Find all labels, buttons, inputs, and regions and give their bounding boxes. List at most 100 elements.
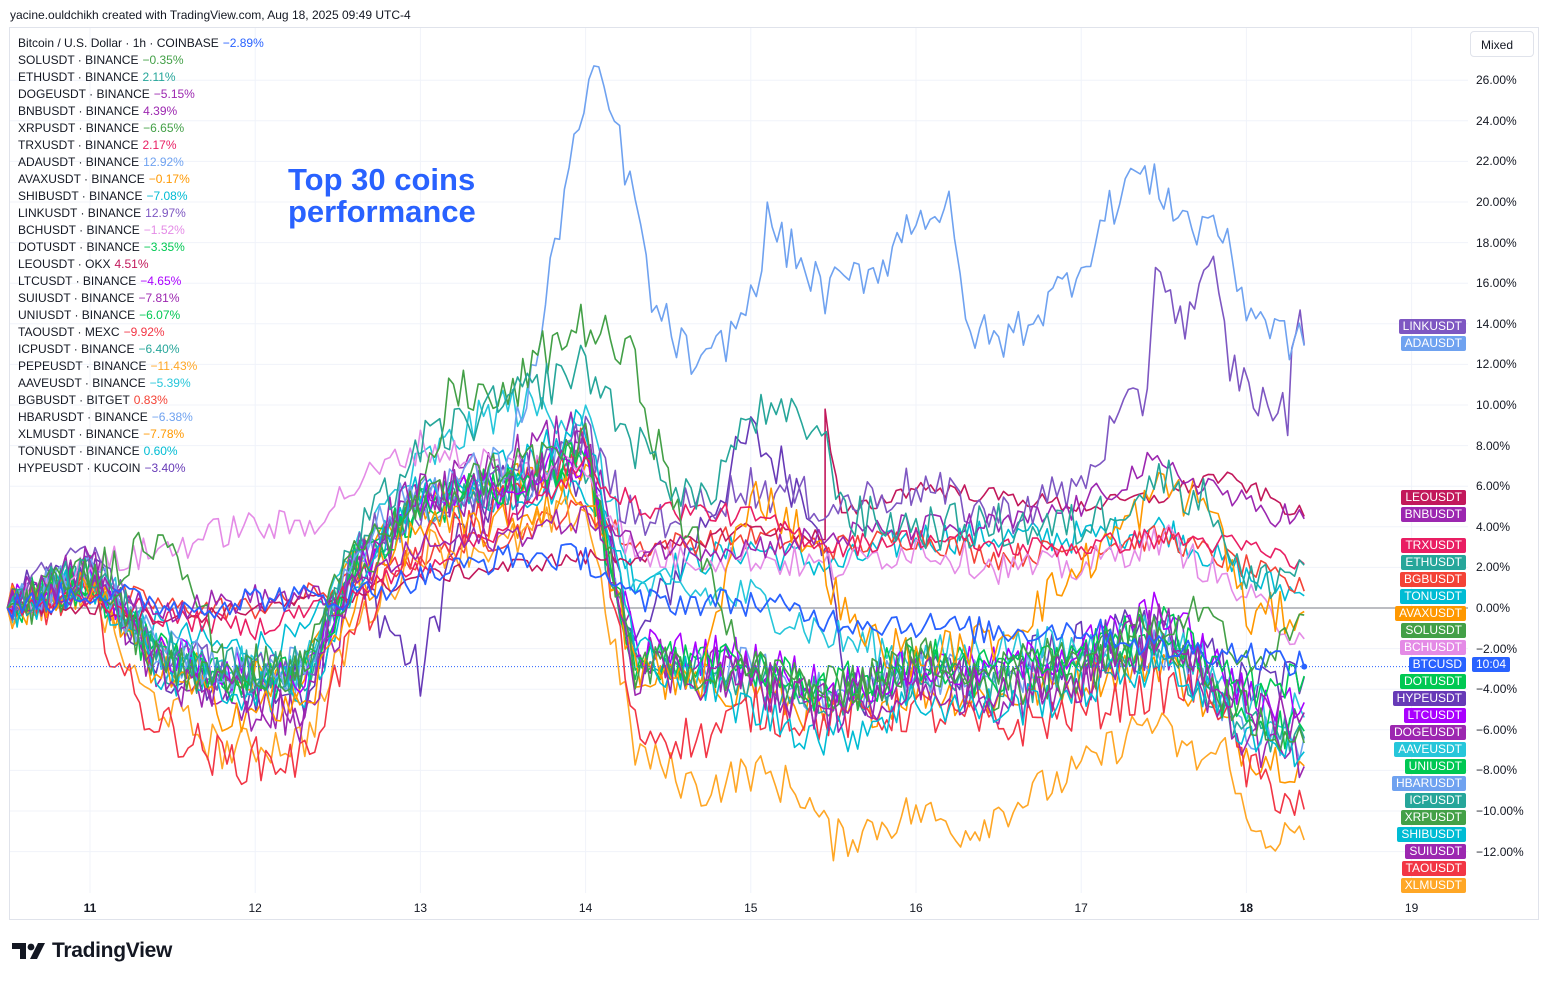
price-tag-aaveusdt: AAVEUSDT [1394,742,1466,757]
price-tag-taousdt: TAOUSDT [1401,861,1466,876]
legend-change: −7.81% [138,291,180,305]
legend-item[interactable]: SOLUSDT · BINANCE −0.35% [18,52,264,69]
legend-item[interactable]: ICPUSDT · BINANCE −6.40% [18,341,264,358]
y-tick-label: 6.00% [1476,479,1511,494]
legend-change: −6.38% [151,410,193,424]
legend-symbol: DOGEUSDT · BINANCE [18,87,150,101]
price-tag-btcusd: BTCUSD [1408,657,1466,672]
legend-item[interactable]: TAOUSDT · MEXC −9.92% [18,324,264,341]
tradingview-logo[interactable]: TradingView [12,938,172,964]
legend-item[interactable]: PEPEUSDT · BINANCE −11.43% [18,358,264,375]
legend-change: −3.35% [143,240,185,254]
legend-symbol: PEPEUSDT · BINANCE [18,359,147,373]
legend-item[interactable]: BGBUSDT · BITGET 0.83% [18,392,264,409]
legend-item[interactable]: BCHUSDT · BINANCE −1.52% [18,222,264,239]
legend-change: −6.07% [139,308,181,322]
annotation-line-1: Top 30 coins [288,162,476,197]
legend-change: −11.43% [150,359,198,373]
legend-change: −9.92% [123,325,165,339]
legend-symbol: LTCUSDT · BINANCE [18,274,137,288]
price-tag-ltcusdt: LTCUSDT [1403,708,1466,723]
legend-item[interactable]: SHIBUSDT · BINANCE −7.08% [18,188,264,205]
price-tag-uniusdt: UNIUSDT [1404,759,1466,774]
legend-item[interactable]: DOTUSDT · BINANCE −3.35% [18,239,264,256]
price-tag-bchusdt: BCHUSDT [1399,640,1466,655]
x-tick-label: 17 [1074,901,1088,915]
series-line-trxusdt [6,455,1305,641]
series-line-ethusdt [6,344,1305,694]
legend-item[interactable]: AAVEUSDT · BINANCE −5.39% [18,375,264,392]
legend-change: 2.11% [142,70,176,84]
x-tick-label: 14 [578,901,593,915]
price-tag-hypeusdt: HYPEUSDT [1392,691,1466,706]
y-tick-label: 16.00% [1476,276,1517,291]
annotation-line-2: performance [288,194,476,229]
legend-symbol: AVAXUSDT · BINANCE [18,172,145,186]
series-line-aaveusdt [6,386,1305,729]
x-tick-label: 13 [413,901,428,915]
legend-symbol: XRPUSDT · BINANCE [18,121,140,135]
legend-item[interactable]: HYPEUSDT · KUCOIN −3.40% [18,460,264,477]
price-tag-tonusdt: TONUSDT [1400,589,1466,604]
y-tick-label: −6.00% [1476,722,1518,737]
legend-item[interactable]: Bitcoin / U.S. Dollar · 1h · COINBASE −2.… [18,35,264,52]
legend-item[interactable]: BNBUSDT · BINANCE 4.39% [18,103,264,120]
y-tick-label: −2.00% [1476,641,1518,656]
legend-item[interactable]: LINKUSDT · BINANCE 12.97% [18,205,264,222]
legend-change: 4.39% [143,104,178,118]
legend-item[interactable]: LTCUSDT · BINANCE −4.65% [18,273,264,290]
series-line-bnbusdt [6,451,1305,623]
legend-item[interactable]: XRPUSDT · BINANCE −6.65% [18,120,264,137]
legend-item[interactable]: ADAUSDT · BINANCE 12.92% [18,154,264,171]
y-tick-label: 4.00% [1476,519,1511,534]
legend-item[interactable]: SUIUSDT · BINANCE −7.81% [18,290,264,307]
legend-symbol: XLMUSDT · BINANCE [18,427,140,441]
legend-change: −0.35% [142,53,184,67]
chart-frame[interactable] [9,27,1539,920]
legend-item[interactable]: XLMUSDT · BINANCE −7.78% [18,426,264,443]
legend-item[interactable]: UNIUSDT · BINANCE −6.07% [18,307,264,324]
legend-item[interactable]: TONUSDT · BINANCE 0.60% [18,443,264,460]
y-tick-label: 12.00% [1476,357,1517,372]
legend-symbol: SUIUSDT · BINANCE [18,291,135,305]
x-tick-label: 19 [1404,901,1419,915]
legend-symbol: BCHUSDT · BINANCE [18,223,140,237]
legend-symbol: ETHUSDT · BINANCE [18,70,139,84]
x-tick-label: 15 [744,901,758,915]
legend-symbol: AAVEUSDT · BINANCE [18,376,146,390]
price-tag-avaxusdt: AVAXUSDT [1395,606,1466,621]
series-line-linkusdt [6,255,1305,691]
legend-symbol: TRXUSDT · BINANCE [18,138,139,152]
price-tag-trxusdt: TRXUSDT [1401,538,1466,553]
series-line-dogeusdt [6,430,1305,739]
legend-symbol: DOTUSDT · BINANCE [18,240,140,254]
legend-symbol: BNBUSDT · BINANCE [18,104,140,118]
brand-name: TradingView [52,939,173,962]
legend-item[interactable]: DOGEUSDT · BINANCE −5.15% [18,86,264,103]
legend-symbol: TONUSDT · BINANCE [18,444,140,458]
scale-mode-button[interactable]: Mixed [1470,31,1534,57]
legend-item[interactable]: AVAXUSDT · BINANCE −0.17% [18,171,264,188]
legend-symbol: LINKUSDT · BINANCE [18,206,142,220]
legend-change: 2.17% [142,138,177,152]
y-tick-label: 22.00% [1476,154,1517,169]
legend-item[interactable]: HBARUSDT · BINANCE −6.38% [18,409,264,426]
y-tick-label: 0.00% [1476,601,1511,615]
legend-change: −5.15% [153,87,195,101]
y-tick-label: −8.00% [1476,763,1518,778]
series-line-btcusd [6,543,1306,677]
series-legend: Bitcoin / U.S. Dollar · 1h · COINBASE −2.… [18,35,264,477]
legend-item[interactable]: LEOUSDT · OKX 4.51% [18,256,264,273]
legend-change: −7.78% [143,427,185,441]
price-tag-hbarusdt: HBARUSDT [1391,776,1466,791]
x-tick-label: 18 [1239,901,1254,915]
legend-change: 12.97% [145,206,186,220]
legend-item[interactable]: TRXUSDT · BINANCE 2.17% [18,137,264,154]
btc-last-point [1301,663,1308,670]
series-line-shibusdt [6,409,1305,768]
legend-item[interactable]: ETHUSDT · BINANCE 2.11% [18,69,264,86]
x-tick-label: 16 [909,901,923,915]
legend-change: 0.83% [133,393,168,407]
legend-change: −4.65% [140,274,182,288]
